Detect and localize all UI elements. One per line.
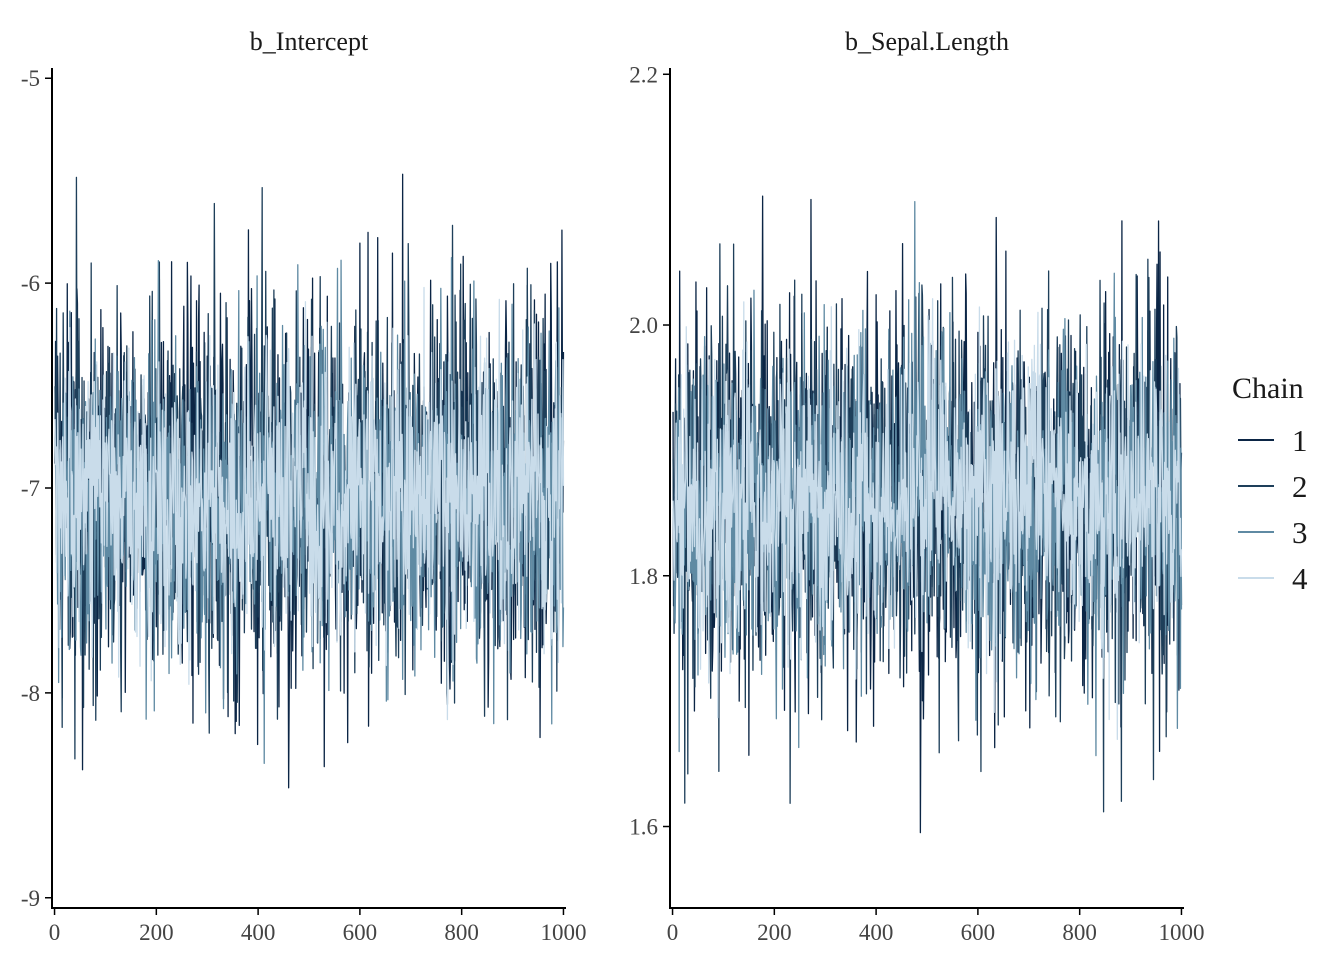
x-tick-label: 800 bbox=[1062, 920, 1097, 945]
legend-label-chain-2: 2 bbox=[1292, 469, 1308, 504]
x-tick-label: 600 bbox=[343, 920, 378, 945]
traces-b-sepal-length bbox=[672, 195, 1183, 834]
legend-label-chain-4: 4 bbox=[1292, 561, 1308, 596]
y-tick-label: 2.0 bbox=[629, 313, 658, 338]
y-tick-label: -6 bbox=[21, 271, 40, 296]
x-tick-label: 800 bbox=[444, 920, 479, 945]
panel-b-intercept: b_Intercept -9 -8 -7 -6 -5 0 200 400 600 800 1000 bbox=[21, 27, 587, 945]
legend-title: Chain bbox=[1232, 372, 1304, 405]
y-tick-label: -9 bbox=[21, 886, 40, 911]
x-tick-label: 400 bbox=[859, 920, 894, 945]
y-ticks-b-sepal-length: 1.6 1.8 2.0 2.2 bbox=[629, 62, 670, 840]
legend-items: 1 2 3 4 bbox=[1238, 423, 1308, 596]
panel-b-sepal-length: b_Sepal.Length 1.6 1.8 2.0 2.2 0 200 400 600 80… bbox=[629, 27, 1204, 945]
y-tick-label: -5 bbox=[21, 66, 40, 91]
y-tick-label: -7 bbox=[21, 476, 40, 501]
legend: Chain 1 2 3 4 bbox=[1232, 372, 1308, 596]
y-tick-label: 2.2 bbox=[629, 62, 658, 87]
x-tick-label: 200 bbox=[139, 920, 174, 945]
y-tick-label: 1.6 bbox=[629, 815, 658, 840]
x-tick-label: 200 bbox=[757, 920, 792, 945]
panel-title-b-intercept: b_Intercept bbox=[250, 27, 369, 56]
x-tick-label: 1000 bbox=[1158, 920, 1204, 945]
legend-label-chain-1: 1 bbox=[1292, 423, 1308, 458]
trace-chain-4 bbox=[672, 298, 1183, 741]
y-tick-label: 1.8 bbox=[629, 564, 658, 589]
y-tick-label: -8 bbox=[21, 681, 40, 706]
x-ticks-b-sepal-length: 0 200 400 600 800 1000 bbox=[667, 908, 1204, 945]
x-tick-label: 1000 bbox=[540, 920, 586, 945]
y-ticks-b-intercept: -9 -8 -7 -6 -5 bbox=[21, 66, 52, 911]
x-tick-label: 400 bbox=[241, 920, 276, 945]
x-ticks-b-intercept: 0 200 400 600 800 1000 bbox=[49, 908, 586, 945]
x-tick-label: 0 bbox=[667, 920, 679, 945]
x-tick-label: 600 bbox=[961, 920, 996, 945]
traces-b-intercept bbox=[54, 173, 565, 789]
panel-title-b-sepal-length: b_Sepal.Length bbox=[845, 27, 1009, 56]
trace-chain-4 bbox=[54, 286, 565, 721]
x-tick-label: 0 bbox=[49, 920, 61, 945]
legend-label-chain-3: 3 bbox=[1292, 515, 1308, 550]
